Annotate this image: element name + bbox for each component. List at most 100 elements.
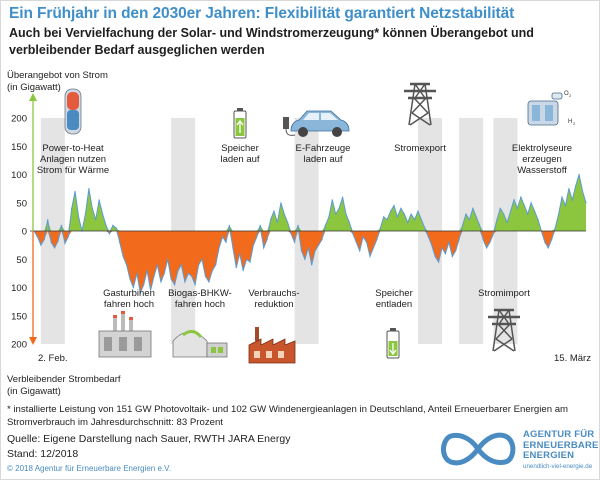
infinity-logo-icon bbox=[441, 432, 516, 466]
data-point bbox=[307, 247, 309, 249]
data-point bbox=[575, 185, 577, 187]
data-point bbox=[503, 213, 505, 215]
data-point bbox=[554, 227, 556, 229]
data-point bbox=[304, 258, 306, 260]
data-point bbox=[249, 261, 251, 263]
oxygen-label: O bbox=[564, 91, 569, 97]
data-point bbox=[71, 207, 73, 209]
deficit-area bbox=[34, 231, 586, 294]
data-point bbox=[516, 207, 519, 209]
data-point bbox=[585, 202, 587, 204]
annotation-speicher-laden-line: Speicher bbox=[221, 143, 259, 154]
data-point bbox=[564, 205, 567, 207]
data-point bbox=[198, 264, 200, 266]
data-points bbox=[33, 173, 587, 294]
data-point bbox=[280, 202, 282, 204]
annotation-biogas-line: Biogas-BHKW- bbox=[168, 288, 232, 299]
pylon-icon bbox=[488, 308, 520, 352]
hydrogen-subscript: 2 bbox=[573, 121, 576, 126]
data-point bbox=[84, 213, 86, 215]
data-point bbox=[558, 213, 560, 215]
data-point bbox=[156, 264, 158, 266]
y-tick-label: 100 bbox=[11, 170, 27, 181]
demand-arrow-head bbox=[29, 337, 37, 345]
data-point bbox=[126, 264, 128, 266]
page-subtitle: Auch bei Vervielfachung der Solar- und W… bbox=[9, 26, 534, 57]
source-line: Quelle: Eigene Darstellung nach Sauer, R… bbox=[7, 433, 291, 445]
annotation-speicher-entladen-line: entladen bbox=[376, 299, 412, 310]
data-point bbox=[270, 219, 272, 221]
data-point bbox=[119, 241, 121, 243]
annotation-speicher-laden-line: laden auf bbox=[220, 154, 259, 165]
data-point bbox=[43, 238, 45, 241]
data-point bbox=[355, 241, 357, 243]
data-point bbox=[321, 238, 323, 241]
y-tick-label: 150 bbox=[11, 142, 27, 153]
data-point bbox=[88, 188, 90, 190]
data-point bbox=[407, 221, 409, 224]
annotation-power-to-heat-line: Power-to-Heat bbox=[42, 143, 104, 154]
battery-discharging-icon bbox=[386, 328, 400, 359]
hydrogen-label: H bbox=[568, 119, 572, 125]
data-point bbox=[187, 272, 189, 274]
data-point bbox=[318, 244, 320, 246]
data-point bbox=[287, 221, 289, 224]
data-point bbox=[208, 281, 210, 283]
x-start-label: 2. Feb. bbox=[38, 353, 68, 364]
data-point bbox=[36, 236, 39, 238]
y-axis-label-demand: Verbleibender Strombedarf (in Gigawatt) bbox=[7, 374, 157, 398]
factory-icon bbox=[248, 327, 296, 364]
data-point bbox=[331, 199, 333, 201]
data-point bbox=[143, 284, 145, 286]
data-point bbox=[441, 247, 443, 249]
data-point bbox=[448, 241, 450, 243]
data-point bbox=[455, 250, 457, 252]
y-ticks: 200 150 100 50 0 50 100 150 200 bbox=[11, 114, 27, 351]
data-point bbox=[438, 261, 440, 263]
page-title: Ein Frühjahr in den 2030er Jahren: Flexi… bbox=[9, 5, 515, 22]
data-point bbox=[170, 278, 172, 280]
data-point bbox=[451, 255, 453, 257]
data-point bbox=[259, 224, 261, 226]
data-point bbox=[102, 213, 104, 215]
data-point bbox=[64, 242, 66, 244]
data-point bbox=[273, 210, 275, 212]
data-point bbox=[335, 213, 337, 215]
data-point bbox=[379, 227, 381, 229]
annotation-verbrauchsreduktion-line: reduktion bbox=[254, 299, 293, 310]
data-point bbox=[276, 221, 278, 224]
data-point bbox=[40, 244, 42, 246]
y-tick-label: 0 bbox=[22, 227, 27, 238]
annotation-verbrauchsreduktion-line: Verbrauchs- bbox=[248, 288, 299, 299]
data-point bbox=[414, 219, 416, 221]
data-point bbox=[376, 238, 378, 241]
data-point bbox=[91, 207, 93, 209]
y-axis-label-surplus-unit: (in Gigawatt) bbox=[7, 82, 61, 93]
surplus-arrow-head bbox=[29, 93, 37, 101]
data-point bbox=[160, 281, 162, 283]
data-point bbox=[400, 207, 402, 209]
logo-line-1: AGENTUR FÜR bbox=[523, 429, 595, 440]
series-line bbox=[33, 174, 587, 295]
data-point bbox=[523, 205, 525, 207]
data-point bbox=[527, 213, 529, 215]
electrolyser-icon: O 2 H 2 bbox=[527, 91, 576, 126]
data-point bbox=[362, 236, 364, 238]
data-point bbox=[180, 264, 182, 266]
electric-car-icon bbox=[283, 110, 350, 137]
data-point bbox=[372, 247, 374, 249]
data-point bbox=[417, 210, 419, 212]
data-point bbox=[482, 238, 484, 241]
annotation-power-to-heat-line: Anlagen nutzen bbox=[40, 154, 106, 165]
oxygen-subscript: 2 bbox=[569, 93, 572, 98]
data-point bbox=[283, 213, 285, 215]
data-point bbox=[235, 267, 237, 269]
y-tick-label: 100 bbox=[11, 283, 27, 294]
footnote: * installierte Leistung von 151 GW Photo… bbox=[7, 404, 569, 428]
annotation-elektrolyseure-line: Elektrolyseure bbox=[512, 143, 572, 154]
y-tick-label: 200 bbox=[11, 340, 27, 351]
data-point bbox=[167, 258, 169, 260]
data-point bbox=[383, 216, 385, 218]
